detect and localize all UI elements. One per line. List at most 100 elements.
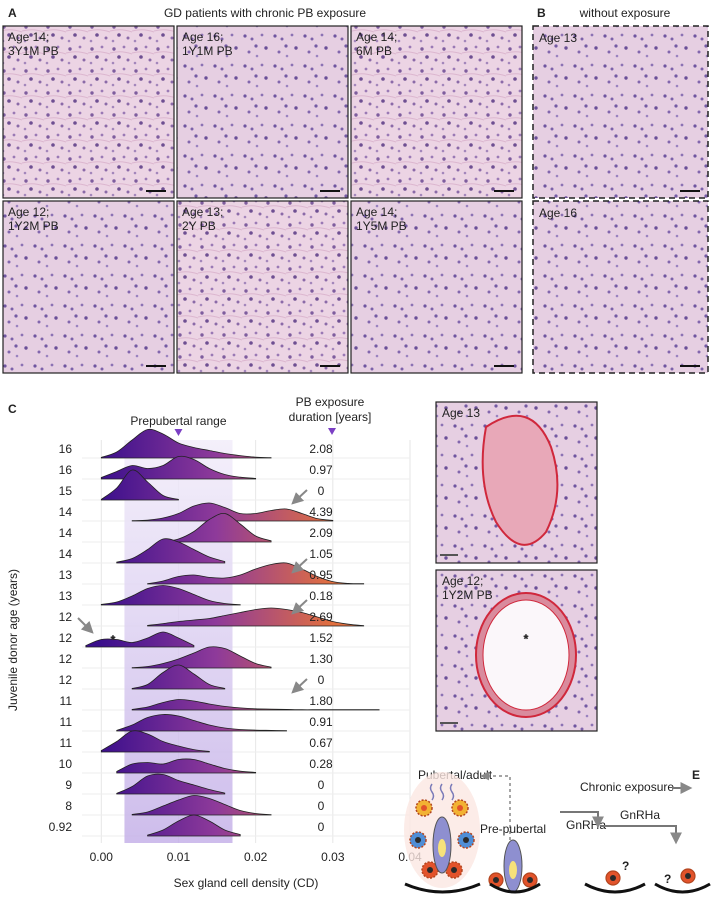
y-tick-label: 13 — [59, 568, 73, 582]
diagram-arrow — [600, 825, 682, 845]
annotation-arrow — [291, 558, 308, 574]
y-tick-label: 11 — [60, 736, 73, 750]
exposure-title: PB exposure — [296, 395, 365, 409]
panel-letter: B — [537, 6, 546, 20]
annotation-arrow — [291, 678, 308, 694]
tubule-outline — [481, 414, 559, 546]
exposure-label: 1.80 — [309, 694, 333, 708]
x-tick-label: 0.02 — [244, 850, 268, 864]
histology-image — [532, 200, 709, 374]
cell-nucleus — [463, 837, 469, 843]
ridge — [131, 646, 272, 669]
ridge — [100, 730, 210, 753]
image-label: Age 14; — [356, 30, 397, 44]
histology-image — [2, 200, 175, 374]
panel-title: GD patients with chronic PB exposure — [164, 6, 366, 20]
image-label: Age 14; — [8, 30, 49, 44]
histology-image — [350, 200, 523, 374]
exposure-label: 0.28 — [309, 757, 333, 771]
image-label: 1Y1M PB — [182, 44, 233, 58]
cell-nucleus — [457, 805, 463, 811]
cell-nucleus — [685, 873, 691, 879]
ridge — [147, 562, 365, 585]
histology-image — [176, 200, 349, 374]
y-tick-label: 14 — [59, 526, 73, 540]
ridge — [162, 513, 272, 543]
basement-membrane — [489, 882, 541, 894]
asterisk: * — [524, 632, 529, 646]
exposure-label: 0.67 — [309, 736, 333, 750]
tubule-lumen — [482, 599, 570, 711]
histology-image — [2, 25, 175, 199]
ridge — [116, 758, 257, 774]
y-tick-label: 12 — [59, 673, 73, 687]
cell-nucleus — [527, 877, 533, 883]
image-label: 3Y1M PB — [8, 44, 59, 58]
exposure-title: duration [years] — [289, 410, 372, 424]
signal — [449, 783, 455, 801]
histology-image — [532, 25, 709, 199]
ridge — [131, 502, 334, 522]
y-tick-label: 9 — [65, 778, 72, 792]
y-tick-label: 14 — [59, 505, 73, 519]
histology-image — [350, 25, 523, 199]
ridge — [100, 585, 241, 606]
exposure-label: 0.95 — [309, 568, 333, 582]
ridge — [147, 814, 241, 837]
ridge — [131, 699, 380, 711]
cell-nucleus — [451, 867, 457, 873]
panel-title: without exposure — [579, 6, 671, 20]
image-label: Age 16; — [182, 30, 223, 44]
exposure-label: 0.97 — [309, 463, 333, 477]
exposure-label: 0 — [318, 484, 325, 498]
annotation-arrow — [291, 489, 308, 505]
image-label: Age 12; — [8, 205, 49, 219]
diagram-arrow — [560, 811, 604, 829]
y-tick-label: 8 — [65, 799, 72, 813]
x-tick-label: 0.01 — [167, 850, 191, 864]
ridge — [116, 773, 226, 795]
cell-nucleus — [493, 877, 499, 883]
image-label: 1Y2M PB — [442, 588, 493, 602]
range-label: Prepubertal range — [130, 414, 226, 428]
y-tick-label: 12 — [59, 652, 73, 666]
annotation-arrow — [77, 617, 94, 634]
exposure-label: 0.91 — [309, 715, 333, 729]
diagram-label: Pre-pubertal — [480, 822, 546, 836]
y-tick-label: 11 — [60, 694, 73, 708]
ridge — [116, 538, 226, 564]
exposure-label: 0 — [318, 820, 325, 834]
ridge — [147, 607, 365, 627]
cell-nucleus — [415, 837, 421, 843]
exposure-label: 1.05 — [309, 547, 333, 561]
image-label: 6M PB — [356, 44, 392, 58]
exposure-label: 0.18 — [309, 589, 333, 603]
panel-letter: C — [8, 402, 17, 416]
exposure-label: 1.30 — [309, 652, 333, 666]
sertoli-nucleus — [509, 861, 517, 879]
exposure-label: 2.69 — [309, 610, 333, 624]
ridge — [131, 664, 226, 690]
exposure-label: 0 — [318, 799, 325, 813]
y-tick-label: 16 — [59, 442, 73, 456]
diagram-label: Chronic exposure — [580, 780, 674, 794]
image-label: Age 12; — [442, 574, 483, 588]
image-label: Age 16 — [539, 206, 577, 220]
exposure-label: 0 — [318, 778, 325, 792]
image-label: 2Y PB — [182, 219, 216, 233]
histology-image — [176, 25, 349, 199]
x-tick-label: 0.00 — [90, 850, 114, 864]
sertoli-nucleus — [438, 839, 446, 857]
exposure-label: 0 — [318, 673, 325, 687]
ridge — [131, 795, 272, 816]
ridge — [85, 631, 195, 648]
annotation-arrow — [291, 599, 308, 615]
ridge — [100, 455, 257, 480]
exposure-label: 2.08 — [309, 442, 333, 456]
image-label: Age 13 — [442, 406, 480, 420]
image-label: 1Y5M PB — [356, 219, 407, 233]
asterisk: * — [111, 633, 116, 647]
y-tick-label: 16 — [59, 463, 73, 477]
y-tick-label: 13 — [59, 589, 73, 603]
